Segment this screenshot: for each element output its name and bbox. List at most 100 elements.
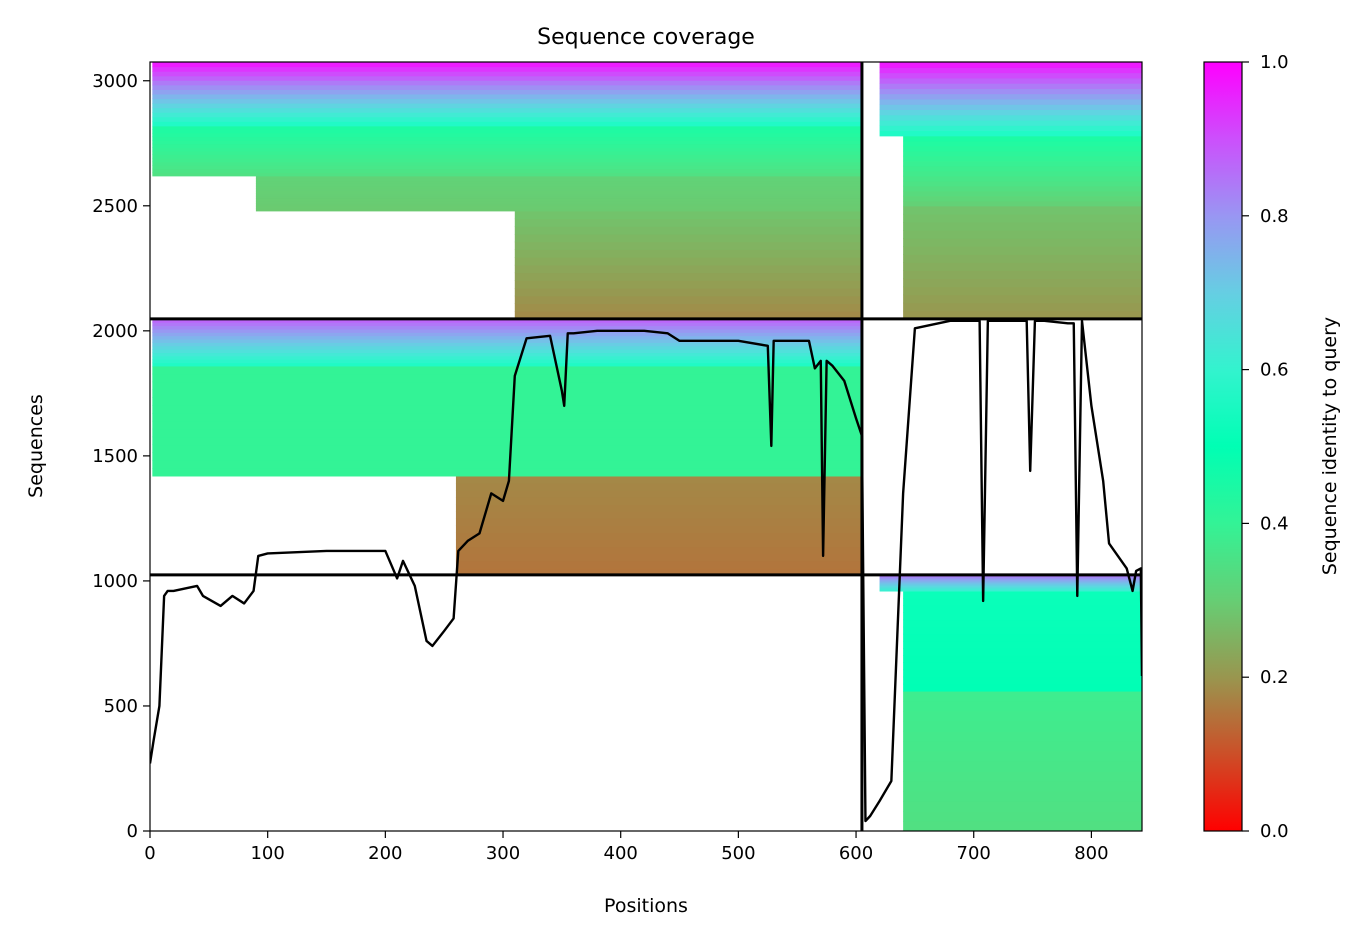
coverage-block-7-strip-13: [903, 690, 1142, 702]
coverage-block-7-strip-10: [903, 720, 1142, 732]
coverage-block-11-strip-11: [903, 145, 1142, 152]
coverage-block-9-strip-0: [879, 589, 1142, 592]
coverage-block-12-strip-5: [879, 104, 1142, 111]
coverage-block-4-strip-5: [255, 195, 862, 199]
coverage-block-9-strip-11: [879, 577, 1142, 579]
coverage-block-1-strip-0: [152, 468, 862, 477]
coverage-block-1-strip-11: [152, 381, 862, 391]
coverage-block-10-strip-8: [903, 246, 1142, 255]
coverage-block-6-strip-6: [152, 93, 862, 100]
coverage-block-2-strip-12: [152, 322, 862, 327]
coverage-block-4-strip-9: [255, 185, 862, 189]
coverage-block-11-strip-2: [903, 190, 1142, 197]
coverage-block-3-strip-10: [514, 233, 862, 243]
coverage-block-6-strip-7: [152, 89, 862, 95]
coverage-block-5-strip-1: [152, 168, 862, 173]
coverage-block-3-strip-3: [514, 287, 862, 297]
coverage-block-4-strip-2: [255, 203, 862, 207]
coverage-block-4-strip-11: [255, 180, 862, 184]
colorbar-ticks: 0.0 0.2 0.4 0.6 0.8 1.0: [1242, 52, 1289, 842]
coverage-block-8-strip-7: [903, 633, 1142, 642]
coverage-block-12-strip-10: [879, 77, 1142, 84]
coverage-block-0-strip-12: [455, 482, 862, 491]
coverage-block-10-strip-12: [903, 213, 1142, 223]
coverage-block-12-strip-2: [879, 119, 1142, 126]
coverage-block-7-strip-4: [903, 780, 1142, 792]
coverage-block-8-strip-11: [903, 605, 1142, 613]
coverage-block-4-strip-12: [255, 178, 862, 182]
x-tick-label-400: 400: [604, 843, 638, 864]
coverage-block-7-strip-7: [903, 750, 1142, 762]
coverage-block-12-strip-8: [879, 88, 1142, 95]
coverage-block-8-strip-2: [903, 669, 1142, 678]
coverage-block-1-strip-4: [152, 436, 862, 446]
coverage-block-10-strip-13: [903, 205, 1142, 215]
coverage-block-6-strip-8: [152, 84, 862, 90]
coverage-block-2-strip-13: [152, 318, 862, 323]
coverage-block-1-strip-3: [152, 444, 862, 453]
coverage-block-1-strip-7: [152, 413, 862, 422]
coverage-block-12-strip-4: [879, 109, 1142, 116]
coverage-block-6-strip-9: [152, 80, 862, 86]
coverage-block-8-strip-8: [903, 626, 1142, 635]
colorbar-label: Sequence identity to query: [1319, 317, 1341, 575]
x-tick-label-100: 100: [250, 843, 284, 864]
coverage-block-1-strip-5: [152, 428, 862, 438]
coverage-block-6-strip-10: [152, 75, 862, 81]
coverage-block-11-strip-4: [903, 180, 1142, 187]
coverage-block-9-strip-10: [879, 578, 1142, 581]
coverage-block-2-strip-9: [152, 332, 862, 337]
x-tick-label-800: 800: [1074, 843, 1108, 864]
coverage-block-2-strip-4: [152, 349, 862, 354]
coverage-block-12-strip-12: [879, 67, 1142, 74]
coverage-block-3-strip-6: [514, 264, 862, 274]
coverage-block-7-strip-8: [903, 740, 1142, 752]
coverage-block-7-strip-11: [903, 710, 1142, 722]
coverage-block-6-strip-1: [152, 116, 862, 122]
coverage-block-7-strip-12: [903, 700, 1142, 712]
x-tick-label-200: 200: [368, 843, 402, 864]
coverage-block-11-strip-3: [903, 185, 1142, 192]
coverage-block-0-strip-2: [455, 553, 862, 562]
coverage-block-5-strip-7: [152, 147, 862, 152]
coverage-block-1-strip-1: [152, 460, 862, 469]
coverage-block-11-strip-9: [903, 155, 1142, 162]
coverage-block-9-strip-6: [879, 582, 1142, 585]
coverage-block-6-strip-13: [152, 62, 862, 68]
coverage-block-0-strip-4: [455, 539, 862, 548]
coverage-block-4-strip-1: [255, 205, 862, 209]
coverage-block-7-strip-9: [903, 730, 1142, 742]
colorbar-tick-label-4: 0.8: [1260, 206, 1289, 227]
coverage-block-10-strip-3: [903, 286, 1142, 296]
coverage-block-10-strip-5: [903, 270, 1142, 280]
coverage-block-2-strip-2: [152, 355, 862, 360]
coverage-block-0-strip-1: [455, 560, 862, 569]
coverage-block-6-strip-4: [152, 103, 862, 109]
coverage-block-9-strip-1: [879, 588, 1142, 591]
coverage-block-3-strip-7: [514, 257, 862, 266]
coverage-block-9-strip-12: [879, 576, 1142, 578]
coverage-block-7-strip-1: [903, 810, 1142, 822]
coverage-block-10-strip-6: [903, 262, 1142, 271]
x-tick-label-700: 700: [957, 843, 991, 864]
coverage-block-5-strip-8: [152, 143, 862, 148]
coverage-block-2-strip-5: [152, 345, 862, 350]
coverage-block-4-strip-0: [255, 208, 862, 212]
coverage-heatmap: [152, 62, 1142, 831]
coverage-block-8-strip-1: [903, 676, 1142, 685]
coverage-block-3-strip-5: [514, 272, 862, 281]
coverage-block-0-strip-6: [455, 525, 862, 534]
coverage-block-9-strip-9: [879, 579, 1142, 582]
x-tick-label-500: 500: [721, 843, 755, 864]
coverage-block-3-strip-9: [514, 241, 862, 250]
coverage-block-2-strip-0: [152, 362, 862, 367]
coverage-block-10-strip-0: [903, 310, 1142, 320]
coverage-block-3-strip-11: [514, 226, 862, 235]
colorbar: [1203, 61, 1243, 832]
y-axis: 0 500 1000 1500 2000 2500 3000: [92, 71, 150, 842]
coverage-block-12-strip-11: [879, 72, 1142, 79]
coverage-block-10-strip-2: [903, 294, 1142, 304]
coverage-block-11-strip-13: [903, 135, 1142, 142]
coverage-block-12-strip-6: [879, 98, 1142, 105]
